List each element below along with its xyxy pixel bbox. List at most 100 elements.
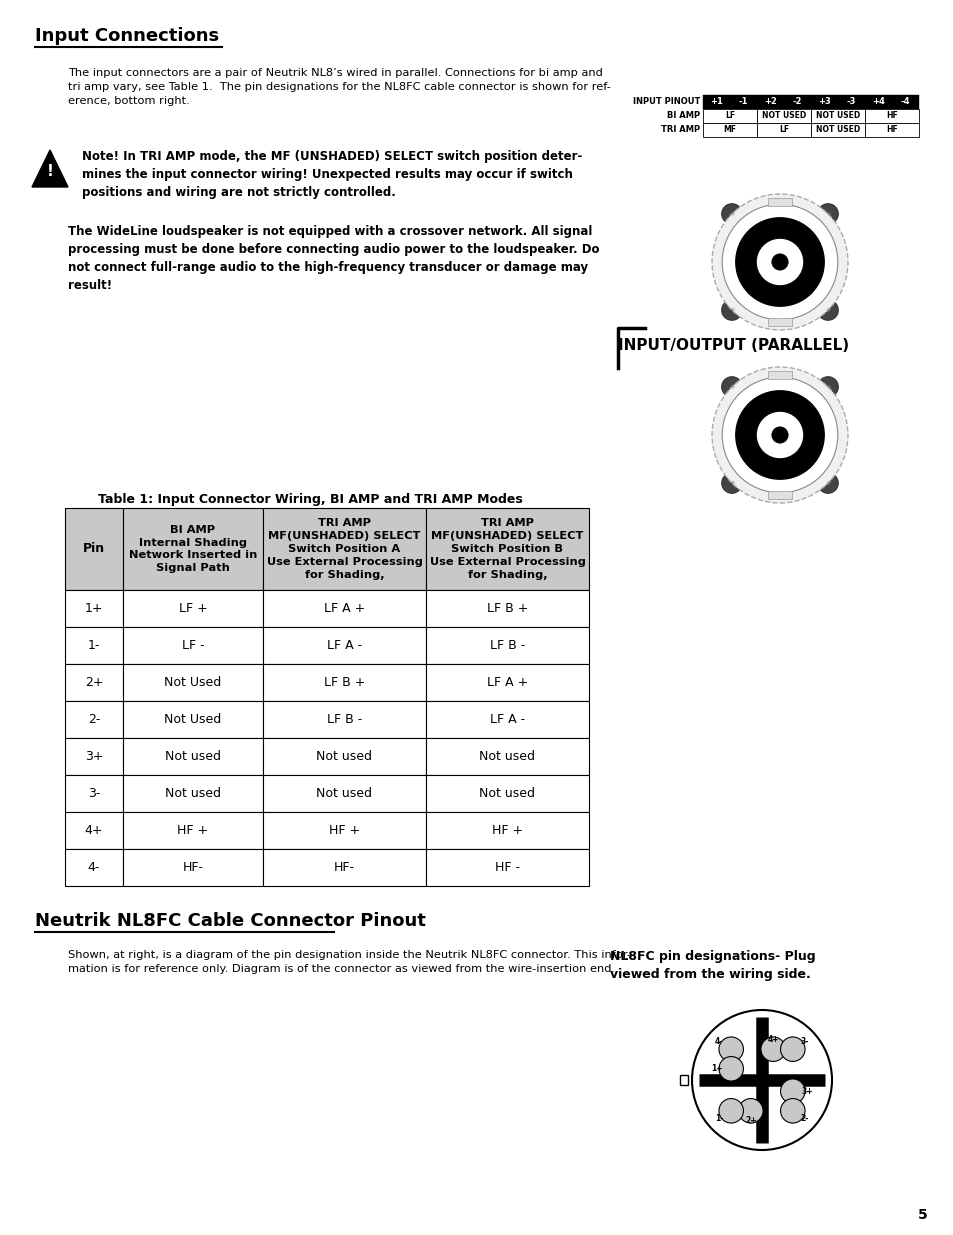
Bar [864,109,918,124]
Bar [65,627,123,664]
Circle shape [719,1037,742,1061]
Text: LF B -: LF B - [489,638,524,652]
Bar [263,664,426,701]
Bar [263,739,426,776]
Circle shape [721,204,741,224]
Text: 3-: 3- [88,787,100,800]
Circle shape [721,377,741,398]
Circle shape [721,377,837,493]
Bar [263,508,426,590]
Text: Not used: Not used [165,787,221,800]
Circle shape [721,473,741,493]
Bar [263,776,426,811]
Text: LF A -: LF A - [490,713,524,726]
Circle shape [735,217,823,306]
Text: +: + [728,480,734,487]
Text: +: + [728,211,734,217]
Bar [702,124,757,137]
Bar [263,811,426,848]
Circle shape [780,1099,804,1123]
Bar [263,590,426,627]
Bar [426,508,588,590]
Text: LF +: LF + [178,601,207,615]
Text: The input connectors are a pair of Neutrik NL8’s wired in parallel. Connections : The input connectors are a pair of Neutr… [68,68,610,106]
Circle shape [756,238,803,285]
Circle shape [711,194,847,330]
Text: LF: LF [724,111,735,121]
Bar [702,95,729,109]
Bar [123,664,263,701]
Text: TRI AMP
MF(UNSHADED) SELECT
Switch Position B
Use External Processing
for Shadin: TRI AMP MF(UNSHADED) SELECT Switch Posit… [429,519,585,579]
Text: HF-: HF- [182,861,203,874]
Circle shape [711,367,847,503]
Bar [263,701,426,739]
Bar [65,811,123,848]
Circle shape [721,204,837,320]
Text: 2-: 2- [88,713,100,726]
Bar [786,1046,798,1052]
Text: HF +: HF + [492,824,522,837]
Bar [702,109,757,124]
Text: TRI AMP: TRI AMP [660,126,700,135]
Bar [810,95,837,109]
Bar [767,370,791,379]
Bar [757,95,783,109]
Text: Not used: Not used [165,750,221,763]
Text: BI AMP
Internal Shading
Network Inserted in
Signal Path: BI AMP Internal Shading Network Inserted… [129,525,257,573]
Bar [744,1108,756,1114]
Text: Neutrik NL8FC Cable Connector Pinout: Neutrik NL8FC Cable Connector Pinout [35,911,425,930]
Text: TRI AMP
MF(UNSHADED) SELECT
Switch Position A
Use External Processing
for Shadin: TRI AMP MF(UNSHADED) SELECT Switch Posit… [266,519,422,579]
Bar [786,1108,798,1114]
Text: +: + [728,308,734,314]
Bar [426,627,588,664]
Text: 1+: 1+ [711,1065,722,1073]
Bar [757,124,810,137]
Text: !: ! [47,163,53,179]
Bar [123,811,263,848]
Bar [123,848,263,885]
Bar [123,776,263,811]
Bar [837,95,864,109]
Text: -1: -1 [738,98,747,106]
Text: Not used: Not used [479,750,535,763]
Text: HF: HF [885,111,897,121]
Bar [426,848,588,885]
Text: HF-: HF- [334,861,355,874]
Text: 1-: 1- [88,638,100,652]
Text: INPUT/OUTPUT (PARALLEL): INPUT/OUTPUT (PARALLEL) [618,337,848,352]
Text: LF B +: LF B + [323,676,365,689]
Bar [767,198,791,206]
Circle shape [721,300,741,320]
Circle shape [719,1099,742,1123]
Circle shape [817,204,838,224]
Text: Not used: Not used [479,787,535,800]
Circle shape [817,377,838,398]
Text: Pin: Pin [83,542,105,556]
Text: +: + [728,384,734,390]
Bar [725,1046,736,1052]
Text: LF A +: LF A + [486,676,528,689]
Circle shape [771,427,787,443]
Text: 2+: 2+ [85,676,103,689]
Bar [757,109,810,124]
Text: 4+: 4+ [85,824,103,837]
Bar [786,1088,798,1094]
Text: +: + [824,480,830,487]
Circle shape [719,1057,742,1081]
Bar [426,739,588,776]
Text: LF A +: LF A + [323,601,365,615]
Text: HF -: HF - [495,861,519,874]
Bar [729,95,757,109]
Text: 4-: 4- [88,861,100,874]
Text: Input Connections: Input Connections [35,27,219,44]
Bar [725,1108,736,1114]
Text: HF +: HF + [177,824,209,837]
Text: 3+: 3+ [85,750,103,763]
Text: +: + [824,211,830,217]
Text: -2: -2 [792,98,801,106]
Bar [123,739,263,776]
Text: 2+: 2+ [744,1116,756,1125]
Text: MF: MF [722,126,736,135]
Bar [123,590,263,627]
Text: NL8FC pin designations- Plug
viewed from the wiring side.: NL8FC pin designations- Plug viewed from… [609,950,815,981]
